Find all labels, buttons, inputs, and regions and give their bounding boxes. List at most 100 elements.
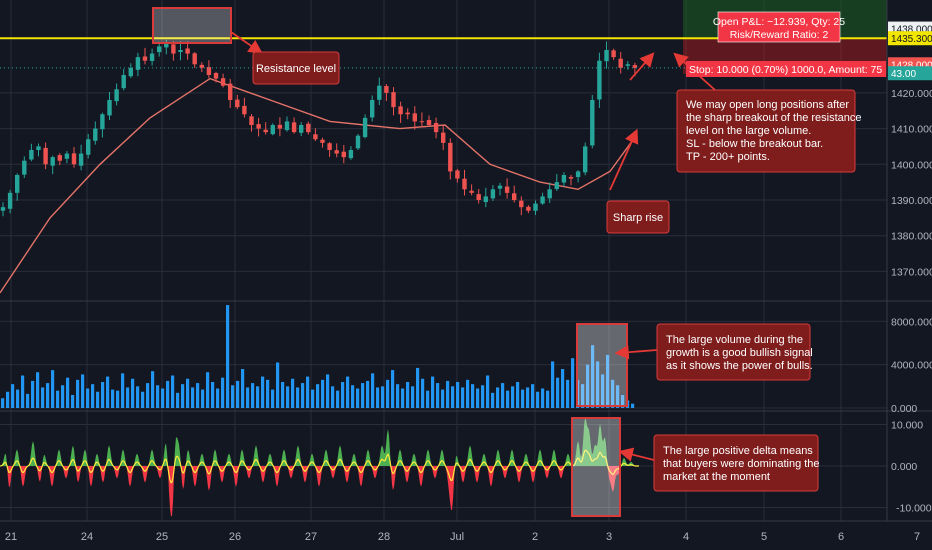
volume-bar xyxy=(291,378,295,408)
candle-body xyxy=(157,46,162,53)
price-axis-tick-label: 1420.000 xyxy=(891,88,932,100)
volume-bar xyxy=(441,389,445,408)
volume-bar xyxy=(256,386,260,408)
volume-bar xyxy=(146,383,150,408)
candle-body xyxy=(554,182,559,190)
candle-body xyxy=(284,121,290,131)
volume-bar xyxy=(391,370,395,408)
volume-bar xyxy=(331,386,335,408)
candle-body xyxy=(0,207,6,211)
candle-body xyxy=(632,65,638,68)
candle-body xyxy=(185,48,190,54)
time-axis-tick-label: 21 xyxy=(5,531,17,543)
time-axis[interactable]: 21 24 25 26 27 28 Jul 2 3 4 5 6 7 xyxy=(5,531,920,543)
price-axis-marker[interactable] xyxy=(888,66,932,81)
long-entry-line-2: the sharp breakout of the resistance xyxy=(686,112,862,124)
stop-label[interactable]: Stop: 10.000 (0.70%) 1000.0, Amount: 75 xyxy=(686,61,886,77)
volume-bar xyxy=(356,388,360,408)
candle-body xyxy=(256,124,261,129)
volume-bar xyxy=(56,390,60,408)
volume-bar xyxy=(366,380,370,408)
volume-bar xyxy=(456,382,460,408)
candle-body xyxy=(220,78,226,86)
volume-bar xyxy=(246,387,250,408)
volume-bar xyxy=(66,377,70,408)
volume-bar xyxy=(421,378,425,408)
candle-body xyxy=(611,50,616,58)
volume-bar xyxy=(481,385,485,408)
price-axis-marker-text: 43.00 xyxy=(891,69,916,80)
resistance-callout[interactable]: Resistance level xyxy=(252,51,340,85)
candle-body xyxy=(604,50,609,62)
volume-bar xyxy=(226,305,230,408)
time-axis-tick-label: Jul xyxy=(450,531,464,543)
volume-bar xyxy=(196,383,200,408)
volume-highlight-box[interactable] xyxy=(576,323,628,407)
candle-body xyxy=(121,75,126,89)
delta-callout-line-1: The large positive delta means xyxy=(663,445,813,457)
candle-body xyxy=(391,92,396,108)
candle-body xyxy=(419,121,425,123)
volume-bar xyxy=(111,389,115,408)
volume-bar xyxy=(466,379,470,408)
volume-bar xyxy=(36,372,40,408)
candle-body xyxy=(497,185,503,189)
volume-bar xyxy=(531,384,535,408)
volume-bar xyxy=(341,382,345,408)
volume-bar xyxy=(271,389,275,408)
volume-axis-tick-label: 8000.000 xyxy=(891,316,932,328)
delta-highlight-box[interactable] xyxy=(571,417,621,517)
arrow-to-resistance xyxy=(230,31,263,55)
volume-bar xyxy=(376,387,380,408)
candle-body xyxy=(213,73,219,79)
volume-bar xyxy=(21,375,25,408)
volume-bar xyxy=(216,388,220,408)
candle-body xyxy=(504,186,510,193)
volume-bar xyxy=(501,383,505,408)
candle-body xyxy=(135,57,141,70)
volume-bar xyxy=(451,386,455,408)
volume-bar xyxy=(446,380,450,408)
price-axis[interactable]: 1420.000 1410.000 1400.000 1390.000 1380.000… xyxy=(888,21,932,515)
delta-callout[interactable]: The large positive delta means that buye… xyxy=(653,434,820,492)
sharp-rise-callout[interactable]: Sharp rise xyxy=(606,200,670,234)
volume-bar xyxy=(116,390,120,408)
candle-body xyxy=(171,44,176,54)
delta-axis-tick-label: -10.000 xyxy=(896,503,932,515)
time-axis-tick-label: 3 xyxy=(606,531,612,543)
candle-body xyxy=(341,151,346,158)
volume-bar xyxy=(6,391,10,408)
volume-bar xyxy=(436,383,440,408)
volume-bar xyxy=(631,403,635,408)
volume-bar xyxy=(396,384,400,408)
resistance-highlight-box[interactable] xyxy=(152,7,232,44)
candle-body xyxy=(7,192,13,209)
candle-body xyxy=(412,113,417,122)
highlight-boxes xyxy=(152,7,628,517)
time-axis-tick-label: 4 xyxy=(683,531,689,543)
volume-callout[interactable]: The large volume during the growth is a … xyxy=(656,323,813,381)
volume-bar xyxy=(136,386,140,408)
candle-body xyxy=(618,58,623,68)
volume-bar xyxy=(486,375,490,408)
arrow-to-volume xyxy=(614,344,658,360)
resistance-callout-text: Resistance level xyxy=(256,63,336,75)
candles-layer xyxy=(0,39,638,217)
time-axis-tick-label: 24 xyxy=(81,531,93,543)
candle-body xyxy=(128,67,133,77)
time-axis-tick-label: 2 xyxy=(532,531,538,543)
volume-bar xyxy=(261,376,265,408)
candle-body xyxy=(114,89,119,102)
candle-body xyxy=(490,189,496,199)
long-entry-callout[interactable]: We may open long positions after the sha… xyxy=(676,89,862,173)
volume-bar xyxy=(526,387,530,408)
arrow-sharp-rise-1 xyxy=(609,128,639,191)
volume-bar xyxy=(606,354,610,408)
pnl-label[interactable]: Open P&L: −12.939, Qty: 25 Risk/Reward R… xyxy=(713,11,845,43)
candle-body xyxy=(249,116,254,125)
volume-bar xyxy=(556,377,560,408)
volume-bar xyxy=(401,388,405,408)
volume-bar xyxy=(306,376,310,408)
price-axis-marker[interactable] xyxy=(888,31,932,46)
